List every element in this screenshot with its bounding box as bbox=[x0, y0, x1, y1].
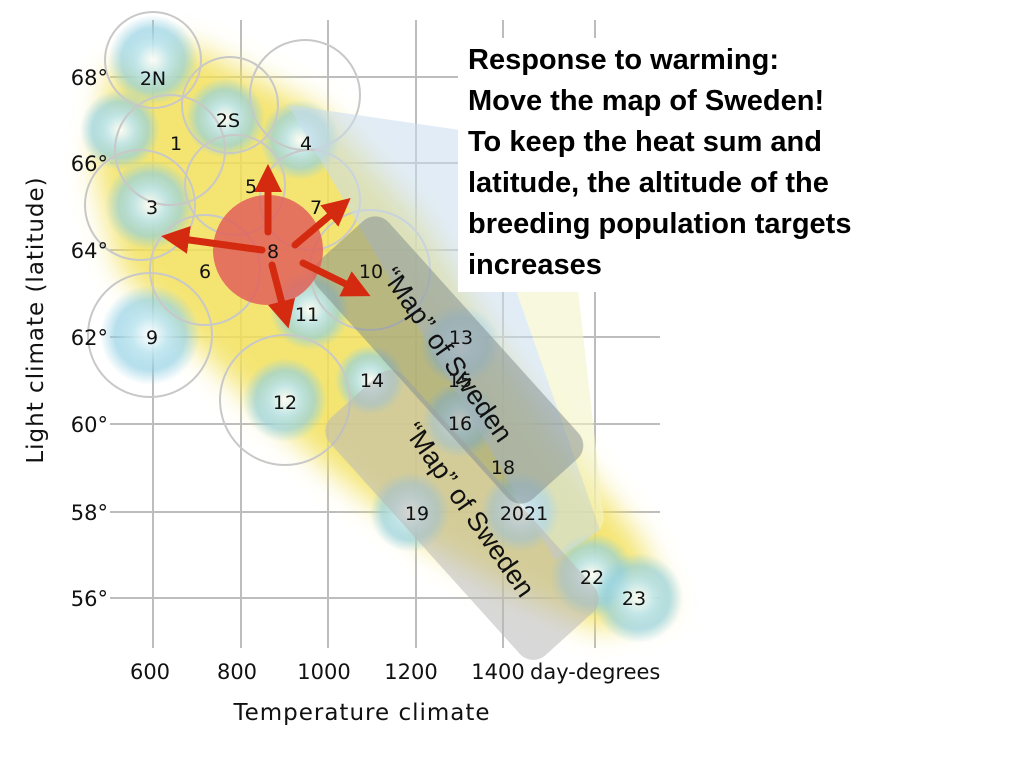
x-tick: 600 bbox=[130, 660, 170, 684]
headline-line: increases bbox=[468, 249, 602, 281]
y-tick: 68° bbox=[71, 66, 108, 90]
zone-label: 2S bbox=[216, 110, 240, 132]
zone-label: 10 bbox=[359, 261, 383, 283]
y-axis-title: Light climate (latitude) bbox=[23, 176, 49, 463]
headline-line: latitude, the altitude of the bbox=[468, 167, 829, 199]
zone-label: 6 bbox=[199, 261, 211, 283]
y-tick: 58° bbox=[71, 501, 108, 525]
x-tick: 1400 bbox=[471, 660, 524, 684]
zone-8-highlight bbox=[213, 195, 323, 305]
original-map-rect bbox=[325, 370, 599, 660]
headline-line: breeding population targets bbox=[468, 208, 852, 240]
zone-label: 12 bbox=[273, 392, 297, 414]
headline-line: Move the map of Sweden! bbox=[468, 85, 825, 117]
zone-label: 23 bbox=[622, 588, 646, 610]
x-tick: 1200 bbox=[384, 660, 437, 684]
arrow-left bbox=[161, 226, 266, 254]
x-axis-title: Temperature climate bbox=[232, 700, 490, 726]
zone-label: 11 bbox=[295, 304, 319, 326]
x-tick: 800 bbox=[217, 660, 257, 684]
arrow-up-right bbox=[291, 197, 351, 249]
zone-label: 16 bbox=[448, 413, 472, 435]
arrow-down-right bbox=[299, 259, 371, 297]
zone-label: 8 bbox=[267, 241, 279, 263]
zone-label: 19 bbox=[405, 503, 429, 525]
y-tick: 62° bbox=[71, 326, 108, 350]
zone-label: 15 bbox=[448, 370, 472, 392]
zone-label: 4 bbox=[300, 133, 312, 155]
zone-label: 7 bbox=[310, 197, 322, 219]
x-unit: day-degrees bbox=[530, 660, 660, 684]
y-tick: 66° bbox=[71, 152, 108, 176]
move-arrows bbox=[161, 164, 371, 329]
x-tick: 1000 bbox=[297, 660, 350, 684]
headline-text: Response to warming: Move the map of Swe… bbox=[458, 38, 948, 292]
zone-label: 14 bbox=[360, 370, 384, 392]
headline-line: To keep the heat sum and bbox=[468, 126, 822, 158]
zone-label: 1 bbox=[170, 133, 182, 155]
zone-label: 5 bbox=[245, 176, 257, 198]
zone-label: 9 bbox=[146, 327, 158, 349]
headline-line: Response to warming: bbox=[468, 44, 779, 76]
zone-label: 13 bbox=[449, 327, 473, 349]
y-axis-ticks: 68° 66° 64° 62° 60° 58° 56° bbox=[71, 66, 108, 611]
y-tick: 64° bbox=[71, 239, 108, 263]
moved-map-rect bbox=[312, 216, 584, 504]
arrow-down bbox=[267, 261, 296, 329]
zone-label: 3 bbox=[146, 197, 158, 219]
y-tick: 56° bbox=[71, 587, 108, 611]
zone-label: 22 bbox=[580, 567, 604, 589]
zone-label: 2021 bbox=[500, 503, 548, 525]
x-axis-ticks: 600 800 1000 1200 1400 day-degrees bbox=[130, 660, 660, 684]
zone-label: 2N bbox=[140, 68, 166, 90]
zone-label: 18 bbox=[491, 457, 515, 479]
y-tick: 60° bbox=[71, 413, 108, 437]
zone-labels: 2N 2S 1 4 5 7 3 8 6 10 11 9 13 14 15 12 … bbox=[140, 68, 646, 610]
